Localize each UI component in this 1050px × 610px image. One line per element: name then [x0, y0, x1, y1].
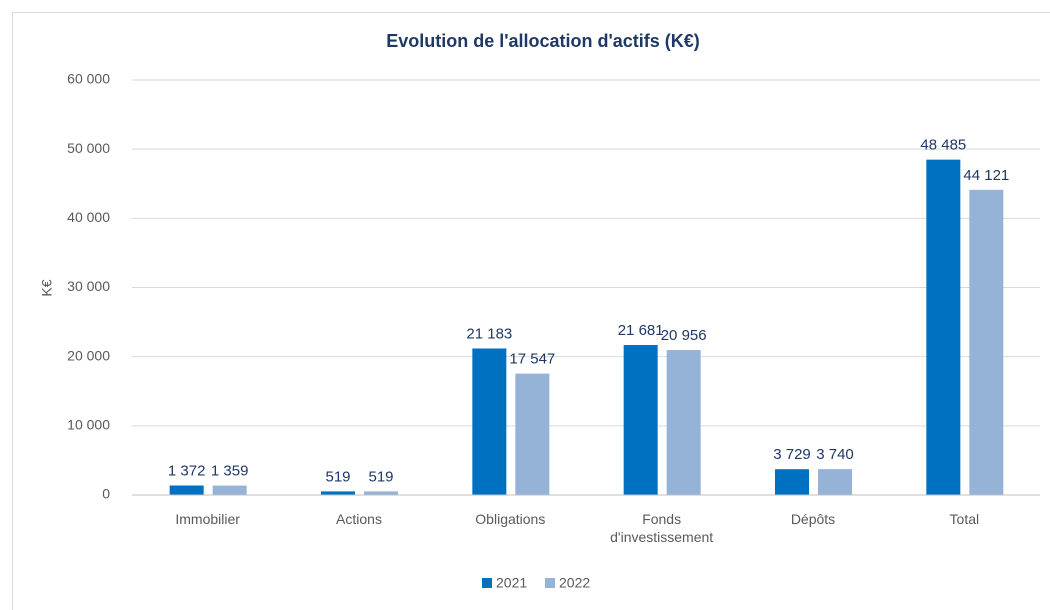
y-axis-title: K€ [39, 279, 55, 296]
y-tick-label: 10 000 [67, 417, 110, 433]
data-label: 519 [368, 468, 393, 485]
data-label: 1 372 [168, 462, 206, 479]
bar [472, 348, 507, 495]
x-tick-label: Fonds d'investissement [610, 511, 714, 545]
data-label: 21 183 [466, 325, 512, 342]
chart-title: Evolution de l'allocation d'actifs (K€) [386, 31, 700, 51]
bar [969, 189, 1004, 495]
bar [169, 485, 204, 495]
bar [775, 469, 809, 495]
bar [212, 485, 247, 495]
data-label: 17 547 [509, 351, 555, 368]
legend-swatch [545, 578, 555, 588]
legend-label: 2022 [559, 575, 590, 591]
y-tick-label: 60 000 [67, 71, 110, 87]
x-tick-label: Dépôts [790, 511, 836, 527]
y-tick-label: 30 000 [67, 278, 110, 294]
legend-swatch [482, 578, 492, 588]
x-tick-label: Total [949, 511, 980, 527]
y-tick-label: 0 [102, 486, 110, 502]
bar [321, 491, 355, 495]
legend-label: 2021 [496, 575, 527, 591]
data-label: 21 681 [618, 322, 664, 339]
data-label: 3 729 [773, 446, 811, 463]
data-label: 44 121 [963, 167, 1009, 184]
bar [515, 373, 550, 495]
data-label: 1 359 [211, 463, 249, 480]
bar [364, 491, 398, 495]
data-label: 3 740 [816, 446, 854, 463]
bar [623, 345, 658, 495]
data-label: 519 [325, 468, 350, 485]
x-tick-label: Obligations [475, 511, 546, 527]
data-label: 20 956 [661, 327, 707, 344]
y-tick-label: 20 000 [67, 347, 110, 363]
y-tick-label: 40 000 [67, 209, 110, 225]
chart-border [12, 12, 1050, 610]
y-tick-label: 50 000 [67, 140, 110, 156]
bar [666, 350, 701, 495]
bar [818, 469, 852, 495]
x-tick-label: Actions [336, 511, 382, 527]
x-tick-label: Immobilier [175, 511, 240, 527]
data-label: 48 485 [920, 137, 966, 154]
bar [926, 159, 961, 495]
